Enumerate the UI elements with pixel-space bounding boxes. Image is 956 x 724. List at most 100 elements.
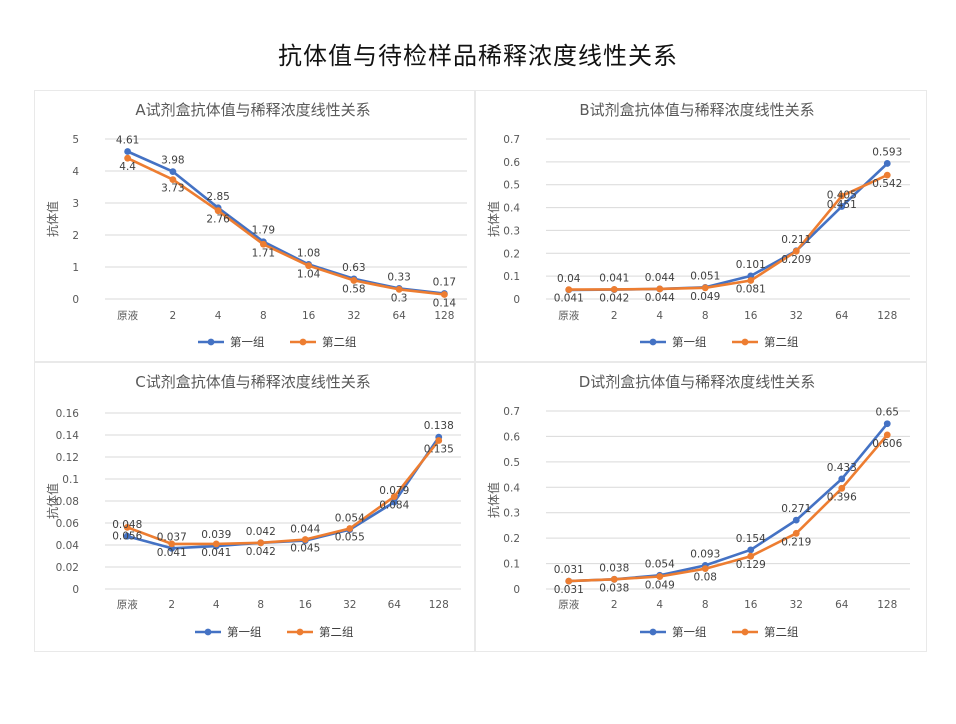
legend-marker-1: [649, 628, 657, 636]
x-tick-label: 128: [877, 599, 897, 611]
y-tick-label: 0.7: [503, 406, 520, 418]
data-label-1: 0.04: [557, 273, 581, 285]
data-label-2: 0.209: [781, 254, 811, 266]
data-point-2: [390, 493, 398, 500]
data-point-1: [123, 532, 131, 540]
data-label-2: 0.606: [872, 438, 902, 450]
y-tick-label: 0.5: [503, 457, 520, 469]
data-label-2: 0.084: [379, 500, 409, 512]
data-point-2: [838, 192, 846, 200]
data-label-2: 0.3: [391, 292, 408, 304]
y-tick-label: 0.02: [56, 562, 79, 574]
data-label-1: 0.63: [342, 262, 365, 274]
data-point-2: [346, 525, 354, 532]
data-label-1: 0.037: [157, 531, 187, 543]
x-tick-label: 16: [744, 310, 758, 322]
data-point-1: [838, 203, 846, 210]
series-line-2: [567, 433, 889, 583]
legend-label-1: 第一组: [672, 335, 707, 349]
x-tick-label: 32: [790, 310, 803, 322]
y-tick-label: 0.12: [56, 452, 79, 464]
data-point-1: [390, 498, 398, 506]
data-label-1: 0.093: [690, 548, 720, 560]
legend-label-1: 第一组: [227, 625, 262, 639]
data-label-2: 4.4: [119, 161, 136, 173]
data-point-2: [257, 539, 265, 547]
data-label-2: 0.031: [554, 584, 584, 596]
data-point-2: [440, 291, 448, 298]
x-tick-label: 4: [656, 310, 663, 322]
legend-marker-2: [741, 338, 749, 346]
chart-title: A试剂盒抗体值与稀释浓度线性关系: [135, 101, 370, 119]
data-point-2: [350, 277, 358, 284]
data-label-1: 0.041: [599, 273, 629, 285]
x-tick-label: 16: [302, 310, 316, 322]
page-title: 抗体值与待检样品稀释浓度线性关系: [278, 42, 678, 70]
y-axis-label: 抗体值: [45, 483, 60, 519]
y-tick-label: 0.6: [503, 431, 520, 443]
x-tick-label: 8: [702, 599, 709, 611]
data-point-1: [792, 516, 800, 524]
x-tick-label: 64: [835, 310, 849, 322]
legend-marker-2: [741, 628, 749, 636]
data-point-1: [838, 475, 846, 483]
data-label-2: 0.041: [201, 547, 231, 559]
x-tick-label: 2: [611, 599, 618, 611]
data-label-2: 0.038: [599, 582, 629, 594]
x-tick-label: 2: [170, 310, 177, 322]
data-label-1: 0.044: [645, 272, 675, 284]
y-tick-label: 0: [72, 584, 79, 596]
x-tick-label: 8: [257, 599, 264, 611]
data-label-1: 0.33: [387, 271, 410, 283]
data-point-2: [883, 431, 891, 439]
x-tick-label: 64: [835, 599, 849, 611]
data-point-2: [701, 284, 709, 292]
data-label-1: 0.138: [424, 420, 454, 432]
x-tick-label: 4: [213, 599, 220, 611]
data-label-1: 0.048: [112, 519, 142, 531]
legend-marker-1: [204, 628, 212, 636]
x-tick-label: 128: [429, 599, 449, 611]
data-point-2: [838, 484, 846, 492]
data-point-2: [792, 529, 800, 537]
data-label-2: 0.055: [335, 532, 365, 544]
y-tick-label: 5: [72, 134, 79, 146]
data-point-2: [435, 437, 443, 444]
x-tick-label: 4: [215, 310, 222, 322]
data-point-1: [124, 148, 132, 155]
data-point-1: [747, 546, 755, 554]
data-label-1: 0.079: [379, 485, 409, 497]
y-tick-label: 0.3: [503, 225, 520, 237]
x-tick-label: 64: [392, 310, 406, 322]
data-label-1: 0.405: [827, 189, 857, 201]
y-tick-label: 0: [513, 294, 520, 306]
x-tick-label: 4: [656, 599, 663, 611]
chart-panel-d: D试剂盒抗体值与稀释浓度线性关系 抗体值 0 0.1 0.2 0.3 0.4 0.5 0.6 0.…: [475, 362, 927, 652]
y-tick-label: 0.2: [503, 248, 520, 260]
data-label-1: 0.101: [736, 259, 766, 271]
x-tick-label: 2: [611, 310, 618, 322]
y-axis-label: 抗体值: [45, 201, 60, 237]
data-point-1: [883, 420, 891, 428]
y-axis-label: 抗体值: [486, 482, 501, 518]
legend-label-2: 第二组: [319, 625, 354, 639]
data-point-2: [301, 536, 309, 543]
x-tick-label: 128: [877, 310, 897, 322]
data-label-1: 0.031: [554, 564, 584, 576]
data-point-2: [123, 524, 131, 531]
y-tick-label: 4: [72, 166, 79, 178]
data-label-1: 0.17: [433, 277, 456, 289]
data-point-2: [656, 285, 664, 293]
data-label-1: 1.08: [297, 247, 320, 259]
data-label-1: 1.79: [252, 225, 275, 237]
data-label-1: 2.85: [206, 191, 229, 203]
data-point-2: [747, 552, 755, 560]
data-label-2: 0.135: [424, 444, 454, 456]
y-tick-label: 0.5: [503, 180, 520, 192]
data-label-1: 0.044: [290, 524, 320, 536]
data-label-2: 0.219: [781, 536, 811, 548]
legend-label-2: 第二组: [322, 335, 357, 349]
legend-marker-1: [207, 338, 215, 346]
